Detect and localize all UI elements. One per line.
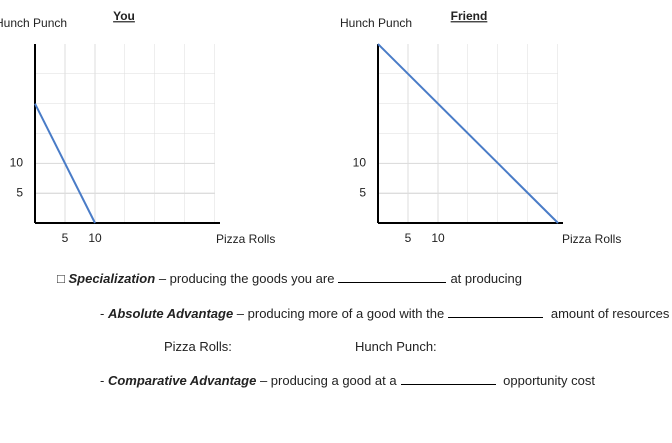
- y-tick-label: 10: [353, 156, 367, 170]
- x-tick-label: 10: [88, 231, 102, 245]
- x-tick-label: 5: [405, 231, 412, 245]
- definition-end: opportunity cost: [503, 373, 595, 388]
- blank: [400, 372, 496, 385]
- prefix: -: [100, 373, 105, 388]
- definition-end: amount of resources: [550, 306, 670, 321]
- blank: [448, 305, 544, 318]
- y-tick-label: 5: [16, 185, 23, 199]
- definition-end: at producing: [450, 271, 523, 286]
- definition: – producing a good at a: [259, 373, 397, 388]
- blank: [338, 270, 447, 283]
- y-tick-label: 5: [359, 185, 366, 199]
- x-tick-label: 5: [62, 231, 69, 245]
- comparative-line: - Comparative Advantage – producing a go…: [100, 372, 595, 389]
- absolute-line: - Absolute Advantage – producing more of…: [100, 305, 669, 322]
- x-axis-label: Pizza Rolls: [216, 232, 275, 246]
- ppf-line: [377, 43, 559, 224]
- y-axis-label: Hunch Punch: [340, 16, 412, 30]
- y-tick-label: 10: [10, 156, 24, 170]
- charts: You Hunch Punch Pizza Rolls 5 10 5 10 Friend Hun…: [0, 9, 621, 246]
- bullet: □: [57, 271, 65, 286]
- definition: – producing the goods you are: [158, 271, 335, 286]
- prefix: -: [100, 306, 105, 321]
- x-axis-label: Pizza Rolls: [562, 232, 621, 246]
- x-tick-label: 10: [431, 231, 445, 245]
- term: Specialization: [68, 271, 156, 286]
- answer-label: Pizza Rolls:: [164, 339, 232, 354]
- y-axis-label: Hunch Punch: [0, 16, 67, 30]
- ppf-line: [34, 103, 96, 224]
- chart-title: You: [113, 9, 135, 23]
- term: Absolute Advantage: [107, 306, 234, 321]
- grid: [35, 44, 215, 223]
- definition: – producing more of a good with the: [236, 306, 445, 321]
- chart-title: Friend: [451, 9, 488, 23]
- term: Comparative Advantage: [107, 373, 257, 388]
- specialization-line: □ Specialization – producing the goods y…: [57, 270, 522, 287]
- answer-label: Hunch Punch:: [355, 339, 437, 354]
